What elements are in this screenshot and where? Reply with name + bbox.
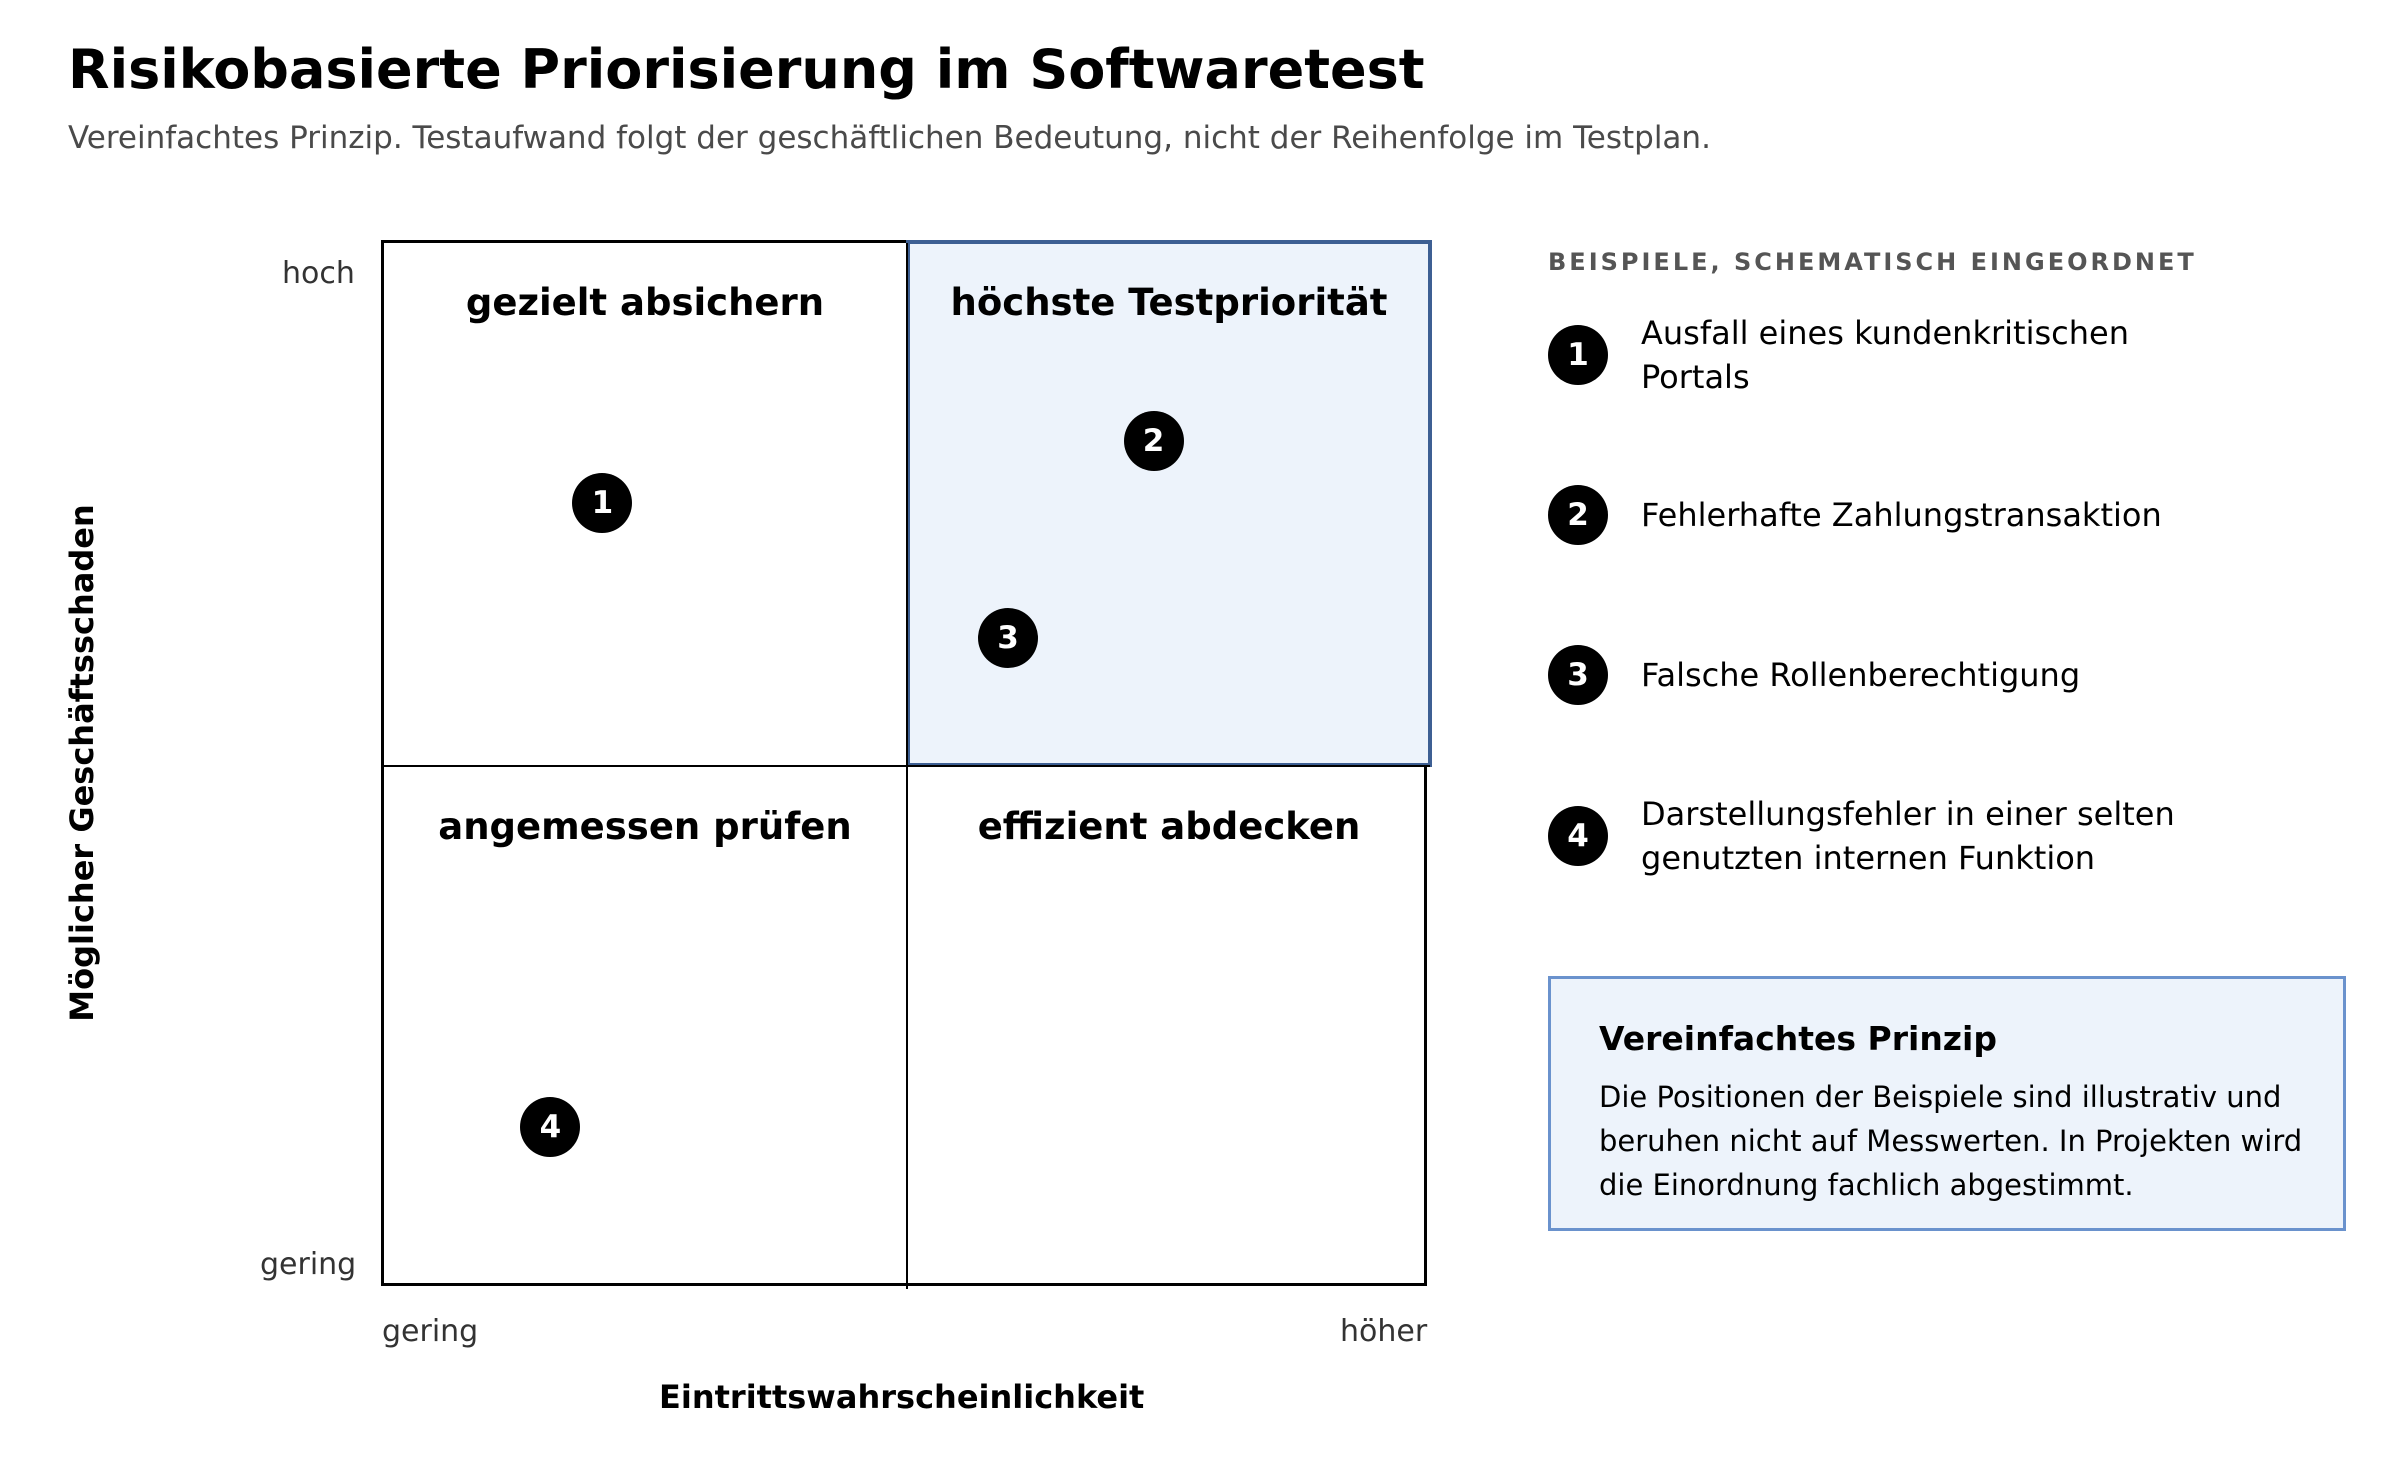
example-text: Falsche Rollenberechtigung bbox=[1641, 656, 2081, 694]
example-number-badge: 4 bbox=[1548, 806, 1608, 866]
note-text: Die Positionen der Beispiele sind illust… bbox=[1599, 1080, 2303, 1202]
quadrant-bottom-left: angemessen prüfen bbox=[384, 766, 907, 1289]
quadrant-label: höchste Testpriorität bbox=[950, 281, 1388, 324]
example-number-badge: 1 bbox=[1548, 325, 1608, 385]
risk-point-4: 4 bbox=[520, 1097, 581, 1157]
quadrant-top-left: gezielt absichern bbox=[384, 243, 907, 766]
page-title: Risikobasierte Priorisierung im Software… bbox=[68, 38, 1425, 101]
y-tick-high: hoch bbox=[282, 256, 355, 291]
example-text: Fehlerhafte Zahlungstransaktion bbox=[1641, 496, 2162, 534]
y-tick-low: gering bbox=[260, 1247, 357, 1282]
x-tick-low: gering bbox=[382, 1314, 479, 1349]
quadrant-label: effizient abdecken bbox=[977, 805, 1361, 848]
example-item: 2 Fehlerhafte Zahlungstransaktion bbox=[1548, 485, 2328, 545]
quadrant-top-right: höchste Testpriorität bbox=[907, 243, 1430, 766]
example-number-badge: 2 bbox=[1548, 485, 1608, 545]
x-tick-high: höher bbox=[1340, 1314, 1428, 1349]
note-title: Vereinfachtes Prinzip bbox=[1599, 1019, 1997, 1058]
y-axis-title: Möglicher Geschäftsschaden bbox=[63, 504, 101, 1022]
page-subtitle: Vereinfachtes Prinzip. Testaufwand folgt… bbox=[68, 120, 1711, 156]
risk-matrix: gezielt absichern höchste Testpriorität … bbox=[381, 240, 1432, 1289]
risk-point-2: 2 bbox=[1123, 410, 1184, 471]
risk-point-1: 1 bbox=[572, 473, 633, 533]
example-item: 4 Darstellungsfehler in einer selten gen… bbox=[1548, 795, 2328, 877]
example-item: 3 Falsche Rollenberechtigung bbox=[1548, 645, 2328, 705]
example-item: 1 Ausfall eines kundenkritischen Portals bbox=[1548, 314, 2328, 396]
note-box: Vereinfachtes Prinzip Die Positionen der… bbox=[1548, 976, 2346, 1231]
example-number-badge: 3 bbox=[1548, 645, 1608, 705]
examples-heading: BEISPIELE, SCHEMATISCH EINGEORDNET bbox=[1548, 248, 2197, 276]
example-text: Darstellungsfehler in einer selten genut… bbox=[1641, 795, 2175, 877]
highlight-quadrant bbox=[906, 240, 1432, 767]
quadrant-label: angemessen prüfen bbox=[438, 805, 852, 848]
risk-point-3: 3 bbox=[978, 608, 1038, 669]
x-axis-title: Eintrittswahrscheinlichkeit bbox=[659, 1378, 1145, 1416]
example-text: Ausfall eines kundenkritischen Portals bbox=[1641, 314, 2129, 396]
quadrant-label: gezielt absichern bbox=[465, 281, 825, 324]
quadrant-bottom-right: effizient abdecken bbox=[907, 766, 1430, 1289]
